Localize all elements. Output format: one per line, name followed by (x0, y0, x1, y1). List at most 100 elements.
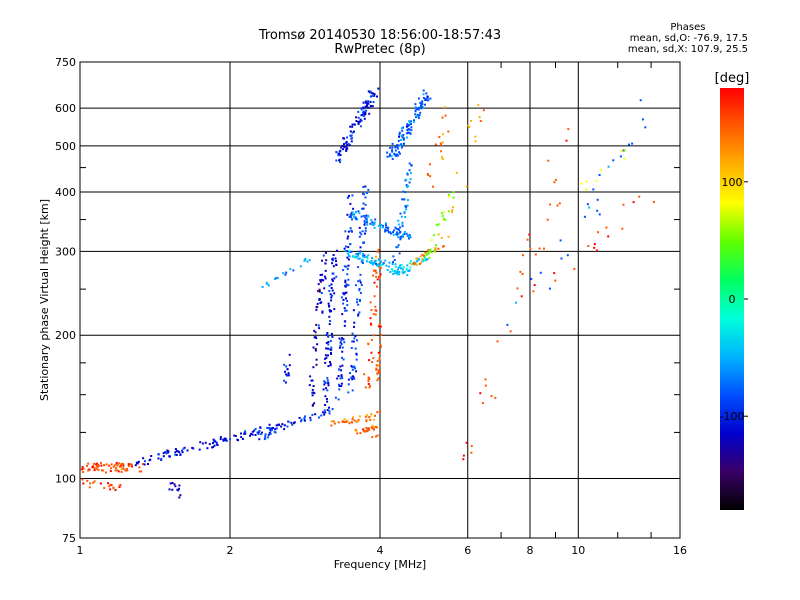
data-point (364, 415, 367, 418)
data-point (370, 218, 373, 221)
data-point (362, 107, 365, 110)
data-point (327, 343, 330, 346)
data-point (333, 308, 336, 311)
data-point (178, 496, 181, 499)
data-point (365, 191, 368, 194)
data-point (401, 198, 404, 201)
data-point (284, 370, 286, 373)
data-point (351, 218, 353, 221)
data-point (490, 395, 493, 398)
data-point (482, 109, 485, 112)
data-point (323, 413, 326, 416)
data-point (257, 433, 260, 435)
data-point (376, 278, 379, 281)
data-point (401, 222, 404, 225)
data-point (337, 375, 340, 377)
data-point (348, 249, 351, 252)
data-point (364, 430, 367, 433)
data-point (137, 460, 140, 463)
data-point (367, 100, 370, 103)
data-point (330, 287, 333, 289)
x-tick-label: 10 (571, 544, 585, 557)
data-point (433, 249, 436, 252)
data-point (414, 106, 417, 109)
data-point (407, 185, 409, 188)
data-point (109, 488, 112, 491)
data-point (333, 277, 336, 280)
data-point (346, 300, 349, 302)
data-point (353, 377, 356, 380)
data-point (206, 447, 209, 450)
data-point (325, 342, 328, 344)
data-point (389, 153, 391, 156)
data-point (140, 470, 143, 473)
data-point (350, 365, 353, 367)
data-point (331, 278, 334, 281)
data-point (99, 462, 102, 464)
data-point (404, 216, 407, 218)
data-point (320, 414, 323, 417)
data-point (351, 332, 354, 335)
data-point (331, 294, 333, 297)
data-point (308, 259, 311, 262)
data-point (406, 129, 409, 131)
colorbar-bar (720, 88, 744, 510)
data-point (174, 485, 177, 488)
data-point (474, 140, 477, 143)
y-tick-label: 100 (55, 473, 76, 486)
data-point (287, 420, 290, 423)
data-point (391, 142, 394, 145)
data-point (335, 264, 338, 266)
data-point (233, 434, 236, 437)
data-point (97, 464, 100, 466)
data-point (400, 127, 403, 130)
data-point (334, 257, 337, 260)
data-point (326, 332, 329, 334)
data-point (399, 212, 402, 215)
data-point (414, 109, 417, 112)
data-point (259, 426, 262, 429)
data-point (342, 269, 345, 272)
data-point (332, 272, 335, 275)
data-point (306, 260, 309, 263)
data-point (389, 231, 392, 234)
data-point (266, 283, 269, 286)
data-point (82, 482, 85, 485)
data-point (328, 323, 331, 326)
data-point (427, 249, 430, 252)
data-point (374, 309, 377, 312)
data-point (86, 464, 88, 467)
data-point (222, 438, 225, 441)
data-point (385, 226, 387, 229)
data-point (324, 411, 327, 414)
data-point (362, 192, 364, 195)
data-point (402, 270, 405, 273)
data-point (343, 265, 346, 268)
colorbar-tick-label: 100 (722, 176, 743, 189)
data-point (399, 144, 402, 147)
data-point (344, 245, 347, 248)
y-tick-label: 300 (55, 245, 76, 258)
data-point (344, 291, 347, 294)
data-point (392, 261, 394, 264)
data-point (114, 489, 117, 491)
data-point (149, 458, 152, 461)
data-point (425, 99, 428, 102)
data-point (407, 199, 409, 201)
data-point (367, 90, 370, 93)
data-point (110, 463, 113, 466)
data-point (324, 404, 327, 406)
data-point (396, 246, 399, 249)
data-point (422, 89, 425, 92)
data-point (358, 279, 361, 282)
data-point (397, 223, 400, 226)
data-point (312, 346, 315, 349)
data-point (341, 337, 344, 340)
data-point (268, 431, 271, 434)
data-point (423, 256, 426, 259)
data-point (122, 464, 125, 467)
data-point (417, 258, 420, 261)
data-point (328, 309, 331, 312)
data-point (366, 260, 368, 263)
data-point (354, 347, 357, 350)
